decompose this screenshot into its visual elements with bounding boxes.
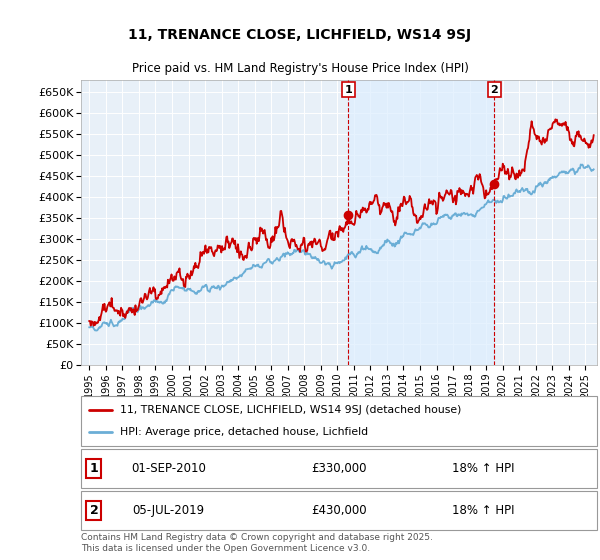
Text: £330,000: £330,000 <box>311 462 367 475</box>
Text: 11, TRENANCE CLOSE, LICHFIELD, WS14 9SJ (detached house): 11, TRENANCE CLOSE, LICHFIELD, WS14 9SJ … <box>119 405 461 415</box>
Text: 11, TRENANCE CLOSE, LICHFIELD, WS14 9SJ: 11, TRENANCE CLOSE, LICHFIELD, WS14 9SJ <box>128 28 472 43</box>
Text: 2: 2 <box>89 505 98 517</box>
Text: 18% ↑ HPI: 18% ↑ HPI <box>452 462 515 475</box>
Text: 01-SEP-2010: 01-SEP-2010 <box>131 462 206 475</box>
Text: 05-JUL-2019: 05-JUL-2019 <box>133 505 205 517</box>
Text: Price paid vs. HM Land Registry's House Price Index (HPI): Price paid vs. HM Land Registry's House … <box>131 62 469 76</box>
Text: £430,000: £430,000 <box>311 505 367 517</box>
Text: 1: 1 <box>344 85 352 95</box>
Text: 1: 1 <box>89 462 98 475</box>
Text: 2: 2 <box>491 85 499 95</box>
Text: Contains HM Land Registry data © Crown copyright and database right 2025.
This d: Contains HM Land Registry data © Crown c… <box>81 534 433 553</box>
Text: 18% ↑ HPI: 18% ↑ HPI <box>452 505 515 517</box>
Bar <box>349 80 494 365</box>
Text: HPI: Average price, detached house, Lichfield: HPI: Average price, detached house, Lich… <box>119 427 368 437</box>
